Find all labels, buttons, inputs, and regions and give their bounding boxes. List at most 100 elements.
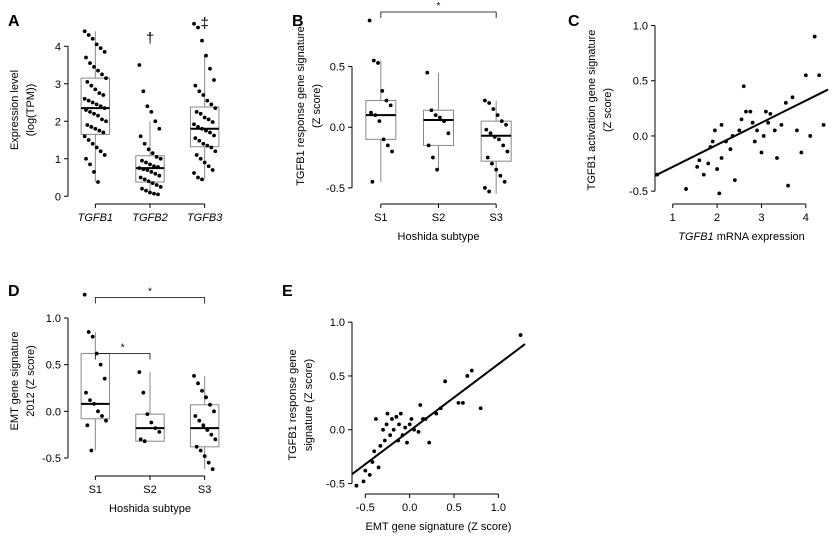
panel-label: D [8,283,20,300]
data-point [706,161,711,166]
data-point [501,143,506,148]
box-s1 [365,18,397,184]
data-point [488,131,493,136]
data-point [86,138,91,142]
data-point [192,122,196,127]
data-point [158,156,163,161]
data-point [101,130,106,135]
x-axis-label: TGFB1 mRNA expression [678,231,805,243]
y-axis-label: (log(TPM)) [25,84,37,137]
x-tick-label: 0.5 [446,502,461,514]
data-point [409,417,414,421]
data-point [795,128,799,133]
data-point [198,448,203,453]
data-point [390,417,394,421]
data-point [206,164,211,169]
data-point [499,119,504,124]
data-point [803,73,808,78]
data-point [761,134,766,138]
data-point [146,147,151,152]
data-point [385,143,390,148]
data-point [204,395,208,400]
data-point [82,29,87,34]
data-point [205,428,210,432]
x-tick-label: 1 [670,212,676,224]
data-point [498,173,503,178]
data-point [384,422,389,427]
data-point [497,137,501,142]
data-point [196,124,200,129]
data-point [208,66,212,71]
significance-label: * [437,1,441,12]
data-point [138,175,143,180]
data-point [97,128,102,133]
data-point [90,100,95,105]
data-point [85,423,90,428]
data-point [141,89,146,94]
panel-e: E -0.5 0.0 0.5 1.0 TGFB1 response gene signatu… [282,283,526,533]
box-s1 [80,292,111,453]
y-tick-label: 0.5 [330,62,345,74]
x-tick-label: S2 [143,484,156,496]
box-iqr [189,404,220,448]
x-tick-label: -0.5 [356,502,375,514]
y-tick-label: 0.0 [46,406,61,418]
data-point [752,139,757,144]
data-point [799,150,804,155]
data-point [150,151,155,156]
data-point [102,153,107,157]
data-point [138,134,143,139]
regression-line [654,88,829,177]
data-point [153,119,158,124]
data-point [198,156,203,161]
panel-label: E [282,283,293,300]
data-point [210,168,215,172]
data-point [418,403,423,407]
x-tick-label: 3 [758,212,764,224]
y-tick-label: 1 [55,154,61,166]
data-point [438,115,442,120]
data-point [717,191,722,196]
x-tick-label: S3 [198,484,211,496]
data-point [710,139,715,144]
data-point [373,113,378,117]
data-point [388,103,393,108]
data-point [84,156,88,161]
data-point [443,379,448,384]
data-point [86,98,91,103]
y-tick-label: -0.5 [326,183,345,195]
data-point [97,91,102,96]
data-point [197,418,202,423]
significance-label: * [121,342,125,353]
y-tick-label: 2 [55,116,61,128]
data-point [394,414,399,419]
data-point [92,401,96,406]
data-point [210,120,215,124]
x-axis-label: Hoshida subtype [398,231,480,243]
data-point [192,21,196,26]
data-point [98,362,103,367]
data-point [487,101,492,105]
data-point [88,61,92,66]
data-point [775,156,779,160]
data-point [391,427,396,432]
data-point [728,147,733,152]
panel-b: B -0.5 0.0 0.5 TGFB1 response gene signature… [292,1,512,243]
data-point [755,128,759,133]
data-point [201,93,206,97]
data-point [367,18,372,23]
data-point [483,98,487,103]
data-point [137,63,142,67]
data-point [212,133,216,138]
data-point [150,181,155,186]
data-point [372,449,377,454]
data-point [102,49,107,54]
box-iqr [480,120,512,162]
data-point [697,158,702,163]
box-tgfb2 [135,63,165,197]
data-point [145,104,150,109]
data-point [763,109,768,114]
data-point [140,186,144,191]
x-tick-label: 2 [714,212,720,224]
x-axis-label: Hoshida subtype [109,503,191,515]
